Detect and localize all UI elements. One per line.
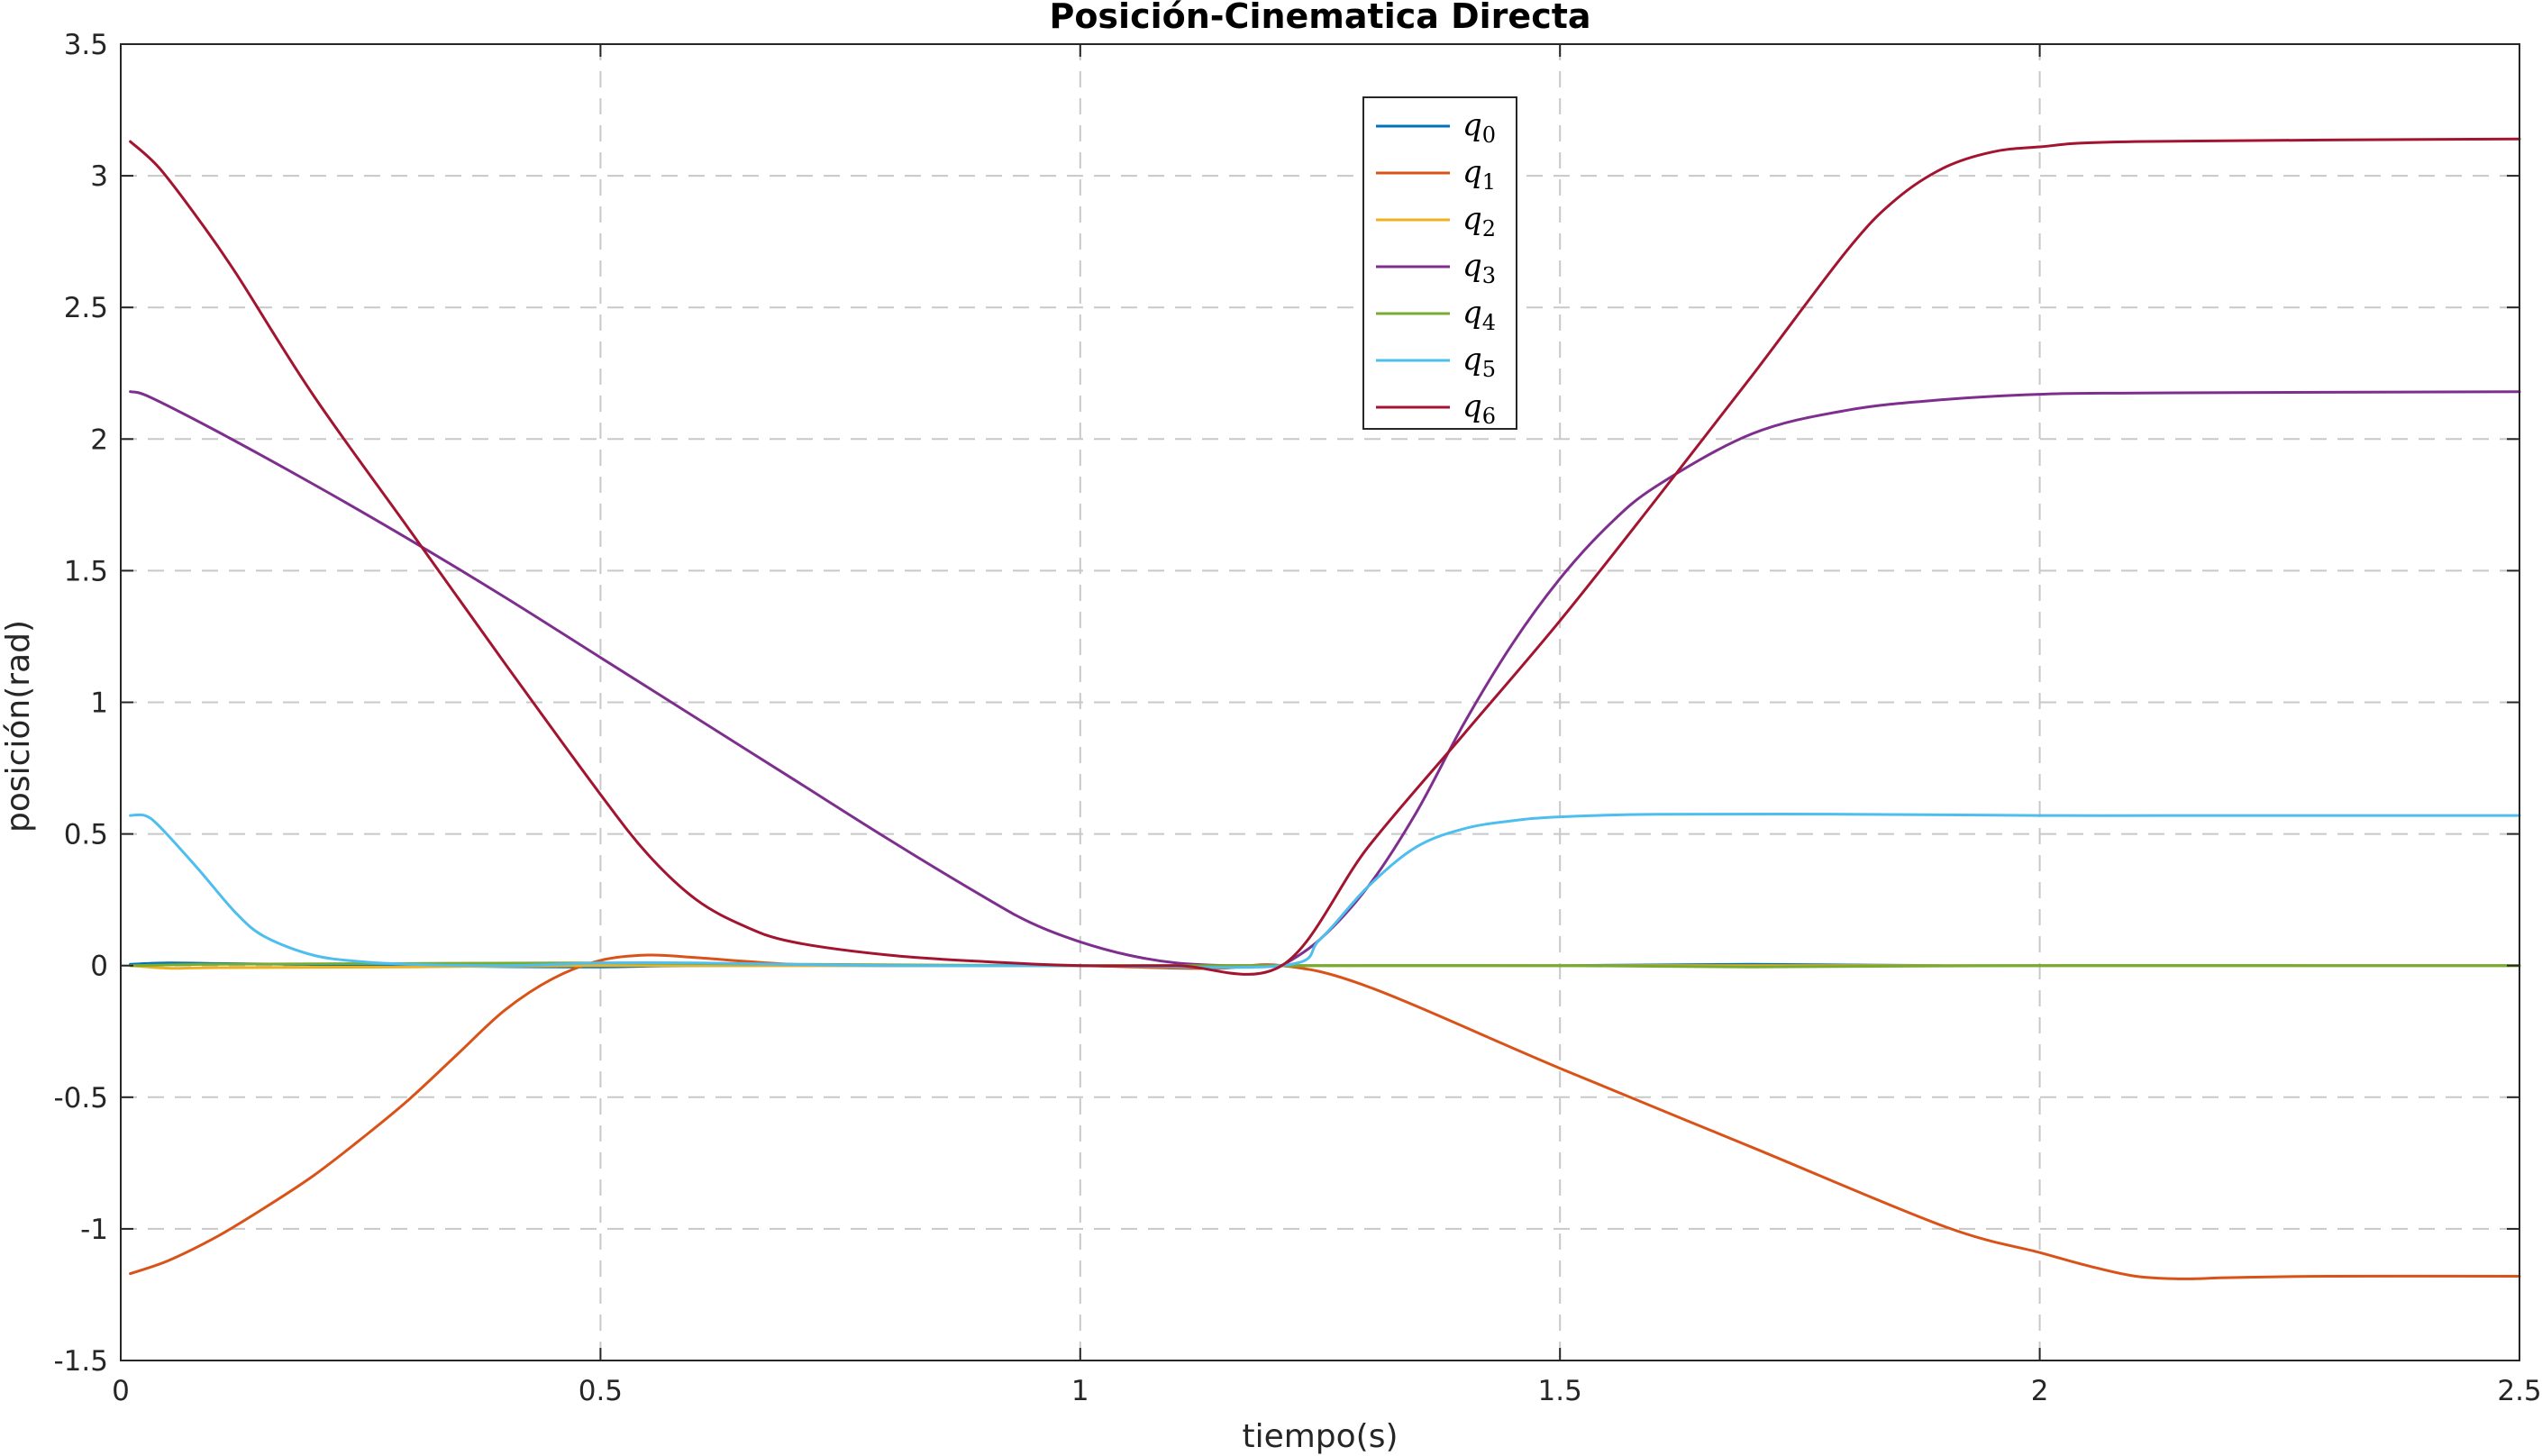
legend-label-base: q — [1462, 107, 1482, 143]
legend-label-subscript: 4 — [1482, 310, 1496, 335]
legend-label-q1: q1 — [1462, 154, 1496, 195]
legend-label-base: q — [1462, 295, 1482, 331]
legend-label-base: q — [1462, 388, 1482, 424]
x-tick-label: 0 — [112, 1375, 130, 1407]
legend-label-q0: q0 — [1462, 107, 1496, 148]
x-tick-label: 1 — [1071, 1375, 1089, 1407]
legend-label-base: q — [1462, 201, 1482, 237]
legend-label-subscript: 0 — [1482, 123, 1496, 148]
y-tick-label: 3.5 — [64, 29, 108, 61]
series-layer — [129, 137, 2521, 1280]
legend-box — [1362, 96, 1517, 430]
y-tick-label: 1.5 — [64, 555, 108, 587]
legend-label-base: q — [1462, 154, 1482, 190]
x-axis-label: tiempo(s) — [1242, 1418, 1398, 1455]
legend-label-subscript: 6 — [1482, 404, 1496, 429]
y-tick-label: -1 — [80, 1214, 108, 1246]
grid-layer — [121, 44, 2519, 1360]
legend-label-q3: q3 — [1462, 248, 1496, 288]
x-tick-label: 2.5 — [2497, 1375, 2541, 1407]
series-line-q3 — [129, 390, 2521, 969]
y-tick-label: -0.5 — [54, 1082, 109, 1115]
legend-label-subscript: 1 — [1482, 169, 1496, 195]
legend-label-base: q — [1462, 341, 1482, 378]
series-line-q6 — [129, 137, 2521, 976]
legend-label-q5: q5 — [1462, 341, 1496, 382]
legend-label-subscript: 5 — [1482, 357, 1496, 382]
legend-label-q2: q2 — [1462, 201, 1496, 241]
y-tick-label: 2 — [90, 423, 108, 456]
x-tick-label: 1.5 — [1538, 1375, 1582, 1407]
legend-label-q6: q6 — [1462, 388, 1496, 429]
y-axis-label: posición(rad) — [0, 620, 37, 833]
x-tick-label: 2 — [2031, 1375, 2049, 1407]
x-tick-label: 0.5 — [579, 1375, 623, 1407]
y-tick-label: 0 — [90, 951, 108, 983]
y-tick-label: 2.5 — [64, 292, 108, 324]
legend-label-subscript: 2 — [1482, 216, 1496, 241]
chart-title: Posición-Cinematica Directa — [1049, 0, 1590, 36]
series-line-q1 — [129, 953, 2521, 1280]
y-tick-label: 1 — [90, 687, 108, 720]
legend-label-q4: q4 — [1462, 295, 1496, 335]
y-tick-label: 0.5 — [64, 819, 108, 851]
y-tick-label: -1.5 — [54, 1345, 109, 1378]
ticks-layer: 0 0.5 1 1.5 2 2.5 -1.5 -1 -0.5 0 0.5 1 1.5 2 2.5 3 3.5 — [54, 29, 2542, 1407]
legend-label-base: q — [1462, 248, 1482, 284]
series-line-q4 — [129, 961, 2521, 969]
legend-label-subscript: 3 — [1482, 263, 1496, 288]
y-tick-label: 3 — [90, 160, 108, 193]
series-line-q5 — [129, 812, 2521, 969]
